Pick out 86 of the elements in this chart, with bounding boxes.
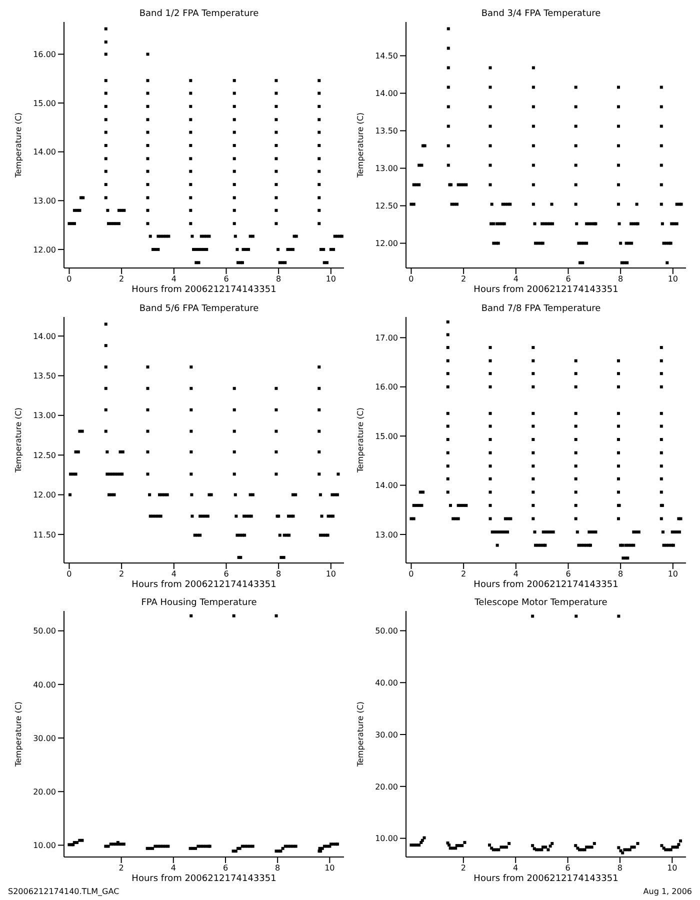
x-tick-label: 6	[224, 274, 229, 284]
chart-title: Band 7/8 FPA Temperature	[480, 302, 602, 315]
x-tick-label: 0	[408, 274, 414, 284]
x-tick-label: 6	[224, 569, 229, 578]
x-tick-label: 10	[668, 274, 678, 284]
x-axis-title: Hours from 2006212174143351	[474, 285, 618, 295]
y-tick-label: 30.00	[33, 734, 56, 744]
x-tick-label: 8	[276, 569, 282, 578]
y-axis-title: Temperature (C)	[14, 112, 23, 179]
x-tick-label: 8	[618, 274, 624, 284]
x-axis-title: Hours from 2006212174143351	[132, 285, 276, 295]
x-tick-label: 2	[119, 569, 124, 578]
x-tick-label: 8	[276, 274, 282, 284]
x-tick-label: 10	[326, 274, 336, 284]
y-tick-label: 15.00	[33, 98, 56, 108]
x-tick-label: 4	[513, 569, 518, 578]
y-axis-title: Temperature (C)	[356, 407, 365, 474]
x-tick-label: 2	[461, 274, 466, 284]
x-tick-label: 2	[119, 274, 124, 284]
chart-title: Band 5/6 FPA Temperature	[138, 302, 260, 315]
x-tick-label: 10	[667, 864, 678, 873]
y-tick-label: 12.00	[33, 490, 56, 500]
y-tick-label: 14.00	[33, 332, 56, 341]
y-tick-label: 10.00	[33, 841, 56, 850]
x-tick-label: 0	[66, 569, 72, 578]
y-tick-label: 14.00	[375, 480, 398, 490]
x-axis-title: Hours from 2006212174143351	[132, 580, 276, 590]
x-tick-label: 0	[66, 274, 72, 284]
x-tick-label: 4	[170, 864, 176, 873]
y-tick-label: 13.50	[375, 126, 398, 136]
chart-title: Telescope Motor Temperature	[474, 597, 608, 610]
x-tick-label: 8	[617, 864, 623, 873]
text: S2006212174140.TLM_GAC	[8, 887, 120, 896]
x-tick-label: 4	[513, 864, 518, 873]
y-axis-title: Temperature (C)	[14, 702, 23, 768]
y-tick-label: 13.00	[375, 530, 398, 539]
y-tick-label: 30.00	[375, 730, 398, 740]
chart-title: Band 3/4 FPA Temperature	[480, 8, 602, 20]
chart-title: FPA Housing Temperature	[140, 597, 258, 610]
x-axis-title: Hours from 2006212174143351	[132, 874, 276, 884]
y-tick-label: 50.00	[33, 626, 56, 636]
y-tick-label: 16.00	[375, 382, 398, 392]
y-tick-label: 13.00	[33, 410, 56, 420]
y-tick-label: 12.50	[33, 450, 56, 460]
y-tick-label: 14.00	[375, 89, 398, 98]
y-tick-label: 14.00	[33, 148, 56, 157]
y-tick-label: 10.00	[375, 834, 398, 844]
x-tick-label: 10	[326, 569, 336, 578]
y-axis-title: Temperature (C)	[14, 407, 23, 474]
y-tick-label: 12.00	[33, 245, 56, 254]
text: Aug 1, 2006	[642, 887, 692, 896]
y-tick-label: 20.00	[375, 782, 398, 792]
x-axis-title: Hours from 2006212174143351	[474, 580, 618, 590]
x-tick-label: 4	[171, 569, 176, 578]
x-tick-label: 6	[565, 864, 570, 873]
x-tick-label: 6	[222, 864, 228, 873]
x-tick-label: 10	[324, 864, 335, 873]
y-tick-label: 12.00	[375, 239, 398, 248]
x-tick-label: 6	[566, 569, 571, 578]
y-tick-label: 13.00	[33, 196, 56, 206]
x-tick-label: 0	[408, 569, 414, 578]
y-tick-label: 40.00	[375, 678, 398, 688]
y-tick-label: 40.00	[33, 680, 56, 690]
x-tick-label: 6	[566, 274, 571, 284]
y-tick-label: 20.00	[33, 788, 56, 797]
x-tick-label: 2	[461, 569, 466, 578]
x-tick-label: 4	[171, 274, 176, 284]
x-axis-title: Hours from 2006212174143351	[474, 874, 618, 884]
y-tick-label: 13.50	[33, 371, 56, 380]
y-tick-label: 14.50	[375, 52, 398, 61]
x-tick-label: 10	[668, 569, 678, 578]
y-tick-label: 12.50	[375, 202, 398, 211]
y-tick-label: 17.00	[375, 333, 398, 342]
chart-title: Band 1/2 FPA Temperature	[138, 8, 260, 20]
x-tick-label: 8	[618, 569, 624, 578]
y-tick-label: 50.00	[375, 626, 398, 636]
y-tick-label: 15.00	[375, 432, 398, 441]
x-tick-label: 8	[275, 864, 280, 873]
y-tick-label: 13.00	[375, 164, 398, 174]
x-tick-label: 2	[118, 864, 124, 873]
y-axis-title: Temperature (C)	[356, 112, 365, 179]
y-tick-label: 16.00	[33, 50, 56, 60]
y-tick-label: 11.50	[33, 530, 56, 539]
x-tick-label: 2	[460, 864, 466, 873]
x-tick-label: 4	[513, 274, 518, 284]
y-axis-title: Temperature (C)	[356, 702, 365, 768]
